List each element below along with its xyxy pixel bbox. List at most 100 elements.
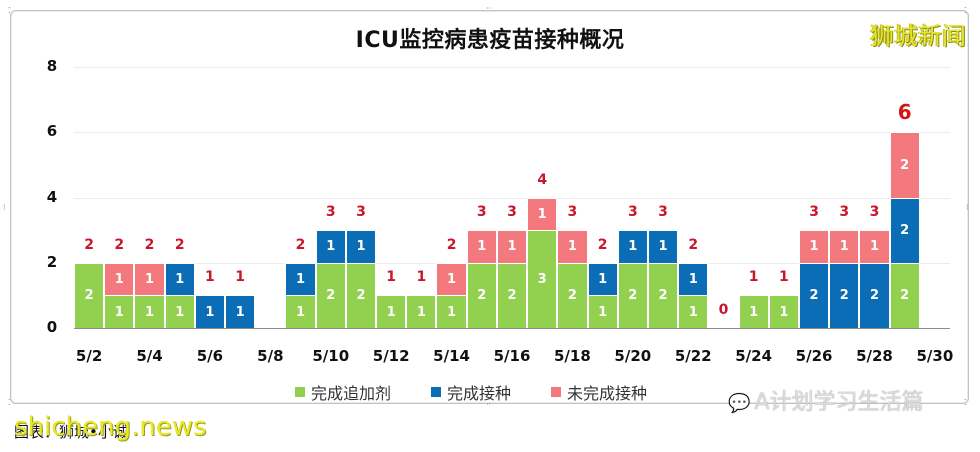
bar-segment: 2	[889, 197, 920, 263]
bar-segment: 1	[376, 295, 407, 328]
bar-segment: 2	[647, 262, 679, 328]
bar-segment: 1	[134, 295, 165, 328]
resize-handle-bottom[interactable]: ··	[486, 400, 492, 409]
resize-handle-bottom-right[interactable]: ⁚	[964, 398, 967, 407]
bar-total-label: 3	[325, 204, 336, 221]
bar-segment: 1	[406, 295, 437, 328]
bar-segment: 1	[164, 295, 195, 328]
bar-total-label: 3	[869, 204, 880, 221]
bar-segment: 1	[436, 295, 467, 328]
bar-total-label: 2	[597, 236, 608, 253]
legend-swatch-fully	[431, 387, 442, 397]
bar-segment: 1	[225, 295, 256, 328]
bar-segment: 2	[889, 262, 920, 328]
x-tick-label: 5/12	[372, 347, 410, 365]
x-tick-label: 5/18	[554, 347, 591, 365]
bar-segment: 1	[315, 230, 346, 263]
resize-handle-right[interactable]: ⁝	[966, 203, 969, 212]
bar-total-label: 2	[295, 236, 306, 253]
legend-item-fully: 完成接种	[431, 380, 511, 404]
footer-caption: 图表：狮城•小诚	[14, 423, 128, 441]
bar-total-label: 1	[416, 269, 427, 286]
y-tick-label: 0	[46, 318, 58, 336]
bar-segment: 1	[285, 262, 316, 296]
bar-segment: 1	[738, 295, 769, 328]
bar-total-label: 2	[446, 236, 457, 253]
resize-handle-left[interactable]: ⁝	[3, 203, 6, 212]
chart-frame	[10, 10, 969, 404]
bar-segment: 2	[889, 132, 920, 198]
legend: 完成追加剂 完成接种 未完成接种	[295, 380, 647, 404]
bar-segment: 1	[617, 230, 648, 263]
bar-total-label: 1	[235, 269, 245, 286]
bar-total-label: 1	[748, 269, 759, 286]
grid-line	[74, 197, 950, 199]
bar-segment: 1	[829, 230, 860, 263]
x-tick-label: 5/14	[433, 347, 470, 365]
bar-segment: 1	[496, 230, 528, 263]
wechat-icon: 💬	[728, 393, 751, 414]
bar-segment: 1	[587, 295, 618, 328]
bar-segment: 2	[557, 262, 588, 328]
bar-total-label: 0	[718, 302, 729, 318]
legend-label-booster: 完成追加剂	[311, 384, 392, 403]
x-tick-label: 5/20	[614, 347, 652, 365]
bar-total-label: 4	[537, 171, 548, 188]
x-tick-label: 5/28	[856, 347, 893, 365]
bar-total-label: 2	[84, 236, 94, 253]
x-tick-label: 5/24	[735, 347, 773, 365]
resize-handle-top-left[interactable]: ⁚	[8, 6, 11, 15]
bar-total-label: 3	[627, 204, 638, 221]
bar-segment: 1	[104, 262, 135, 296]
grid-line	[74, 132, 950, 134]
bar-total-label: 3	[839, 204, 850, 221]
bar-total-label: 3	[476, 204, 487, 221]
x-tick-label: 5/10	[312, 347, 350, 365]
legend-swatch-booster	[295, 387, 305, 397]
y-tick-label: 4	[46, 187, 58, 206]
bar-total-label: 1	[778, 269, 789, 286]
bar-segment: 2	[798, 262, 830, 328]
bar-segment: 2	[74, 262, 105, 328]
legend-swatch-not-fully	[551, 387, 562, 397]
bar-total-label: 6	[897, 100, 912, 125]
x-tick-label: 5/16	[493, 347, 531, 365]
y-tick-label: 8	[46, 57, 58, 75]
bar-segment: 2	[496, 262, 528, 328]
bar-total-label: 2	[688, 236, 699, 253]
x-tick-label: 5/26	[795, 347, 833, 365]
x-axis-line	[74, 328, 950, 329]
bar-total-label: 2	[174, 236, 185, 253]
bar-total-label: 3	[567, 204, 578, 221]
bar-segment: 1	[436, 262, 467, 296]
grid-line	[74, 67, 950, 68]
legend-label-not-fully: 未完成接种	[567, 384, 648, 403]
resize-handle-bottom-left[interactable]: ⁚	[8, 398, 11, 407]
brand-watermark: 狮城新闻	[870, 22, 966, 50]
bar-segment: 2	[859, 262, 890, 328]
bar-segment: 1	[647, 230, 679, 263]
bar-segment: 1	[587, 262, 618, 296]
chart-title: ICU监控病患疫苗接种概况	[355, 28, 625, 53]
bar-segment: 1	[285, 295, 316, 328]
legend-label-fully: 完成接种	[447, 384, 512, 403]
bar-segment: 1	[466, 230, 497, 263]
wechat-watermark: 💬 A计划学习生活篇	[728, 384, 923, 416]
bar-total-label: 3	[809, 204, 819, 221]
bar-segment: 2	[829, 262, 860, 328]
bar-segment: 1	[768, 295, 799, 328]
x-tick-label: 5/6	[196, 347, 224, 365]
y-tick-label: 2	[46, 252, 58, 271]
bar-segment: 1	[134, 262, 165, 296]
y-tick-label: 6	[46, 122, 58, 141]
bar-segment: 1	[678, 295, 709, 328]
x-tick-label: 5/2	[75, 347, 103, 365]
bar-segment: 1	[194, 295, 226, 328]
resize-handle-top[interactable]: ··	[486, 4, 492, 13]
bar-segment: 2	[617, 262, 648, 328]
x-tick-label: 5/4	[136, 347, 163, 365]
bar-segment: 3	[527, 230, 558, 328]
bar-total-label: 3	[658, 204, 668, 221]
bar-total-label: 1	[386, 269, 397, 286]
resize-handle-top-right[interactable]: ⁚	[964, 6, 967, 15]
